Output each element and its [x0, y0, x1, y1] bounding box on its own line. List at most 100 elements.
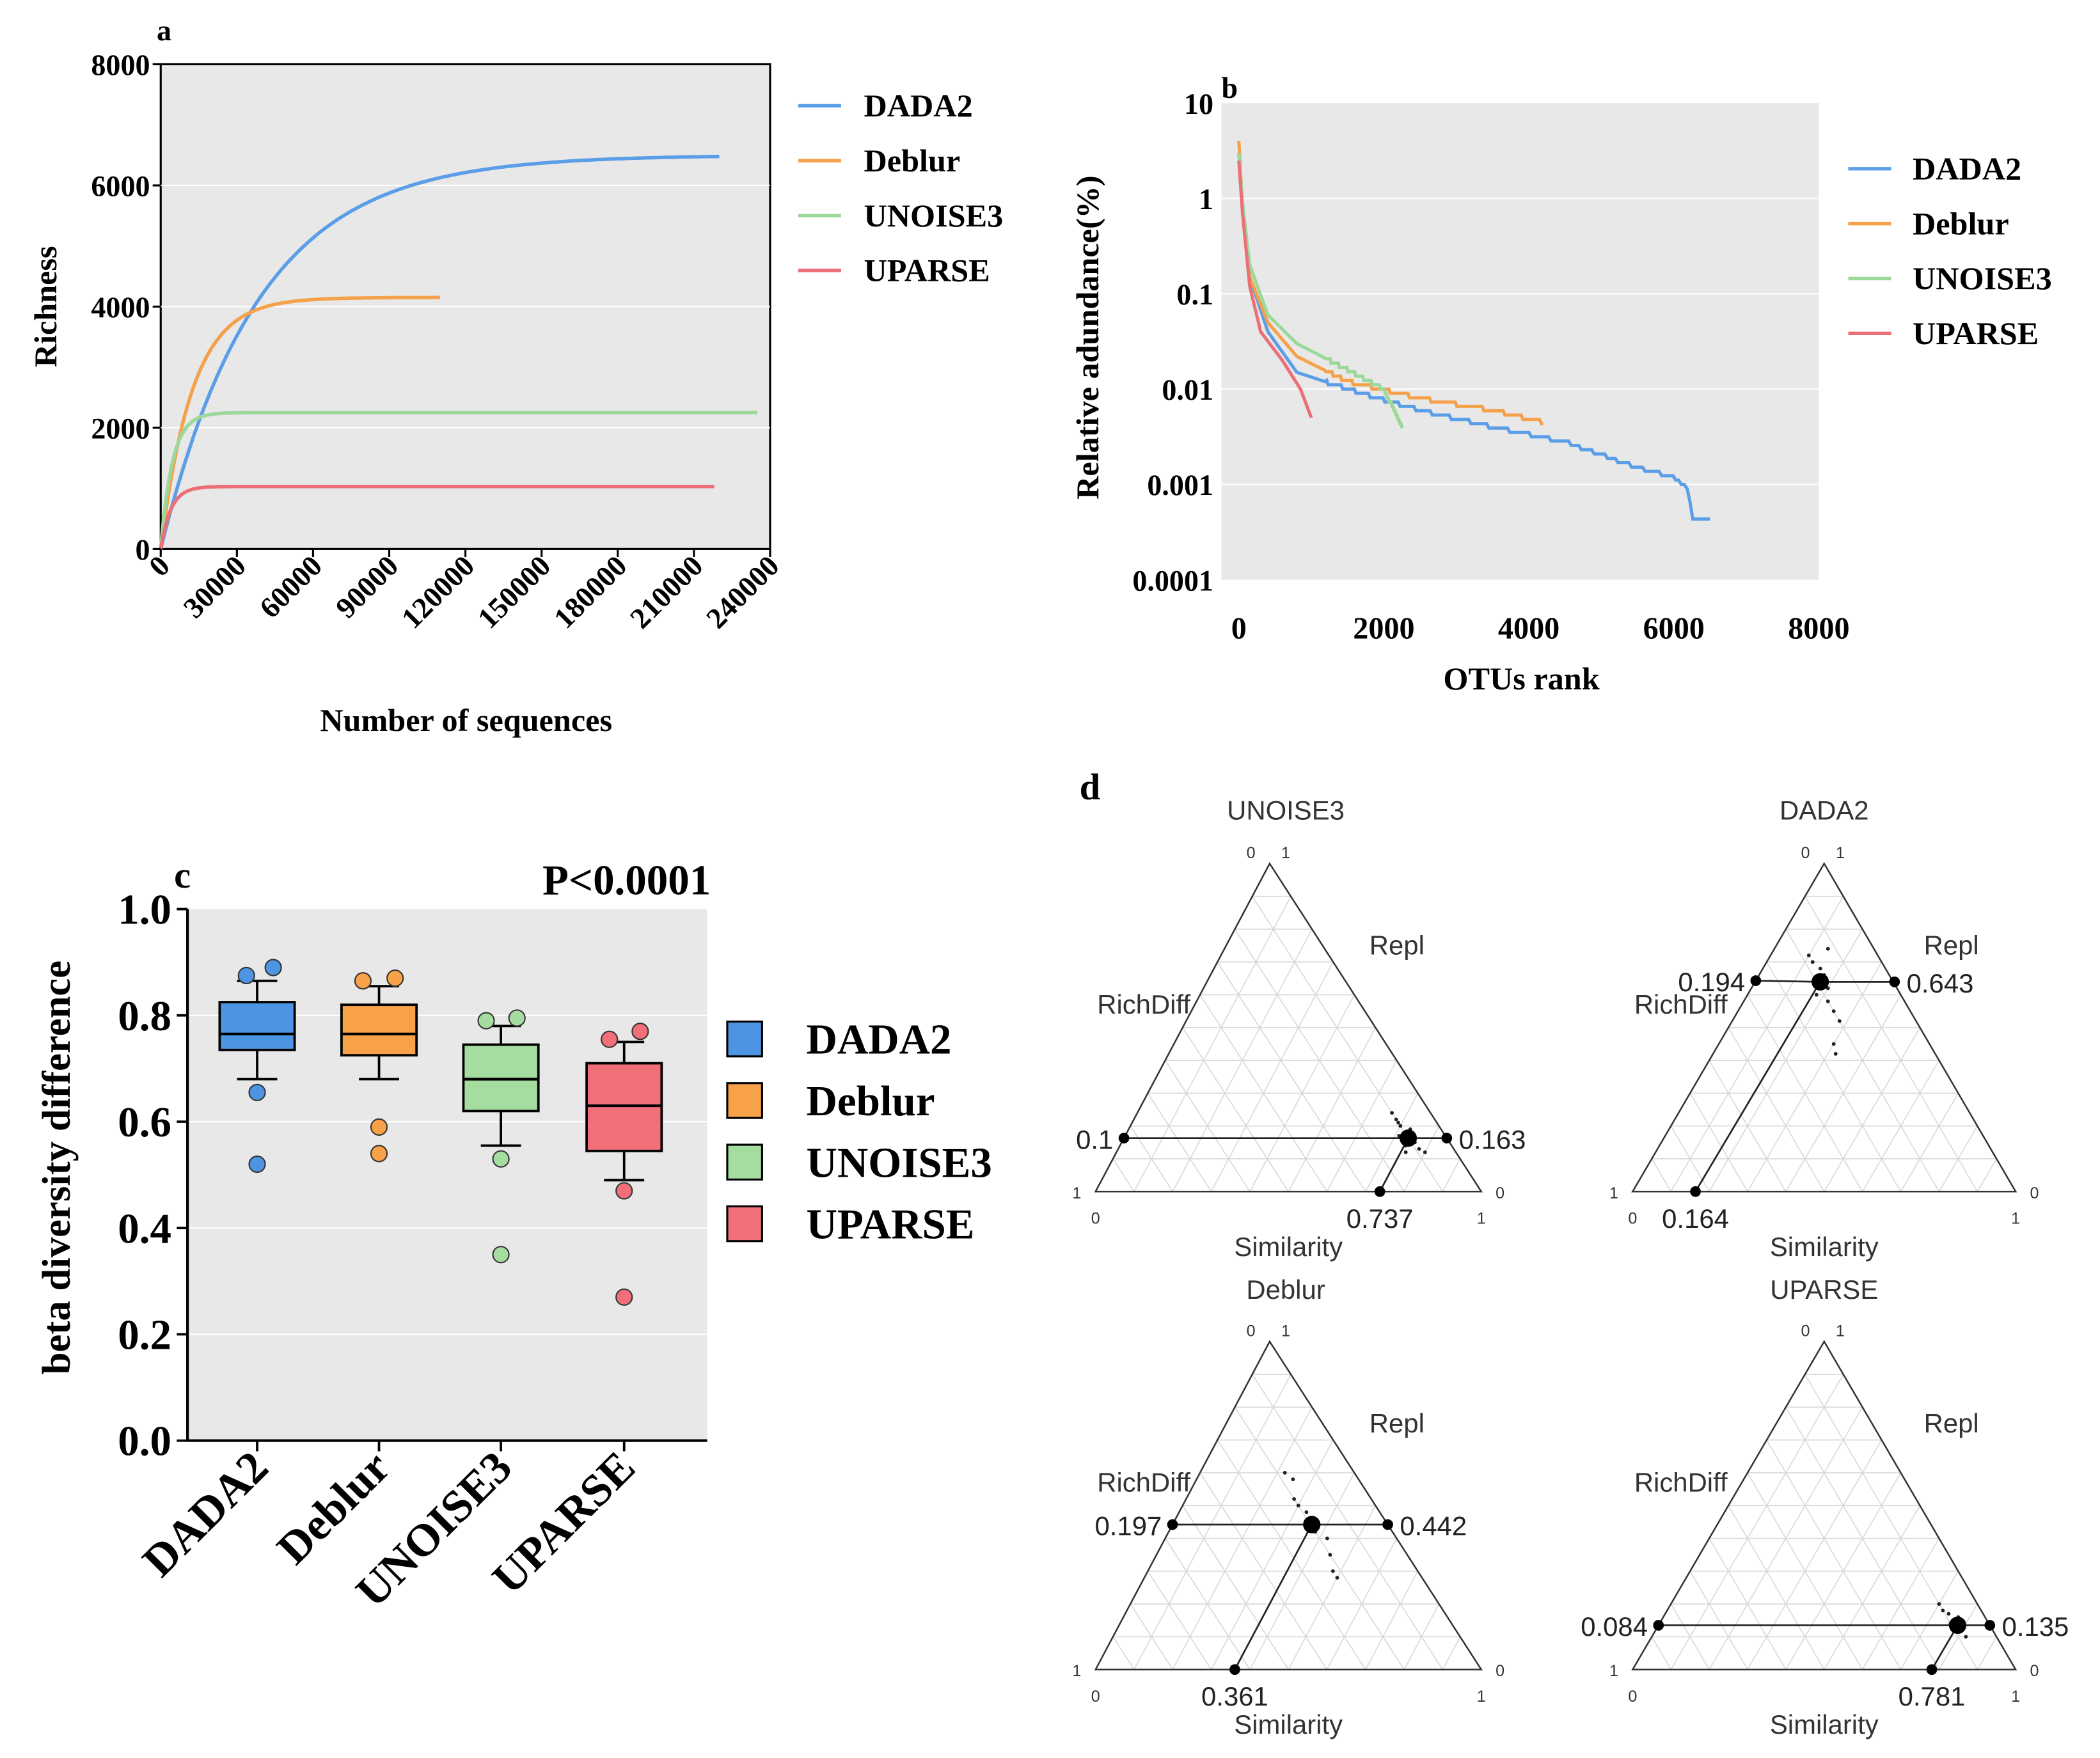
panel-c-legend-swatch-uparse [726, 1205, 763, 1243]
panel-b-x-tick-label: 8000 [1788, 612, 1849, 646]
ternary-site-point [1330, 1569, 1335, 1573]
ternary-corner-label: 0 [1801, 844, 1810, 862]
ternary-corner-label: 1 [1281, 1322, 1290, 1340]
panel-c-legend-label-uparse: UPARSE [806, 1201, 974, 1248]
panel-b-x-tick-label: 0 [1231, 612, 1247, 646]
ternary-value-repl: 0.163 [1459, 1124, 1526, 1154]
panel-a-y-ticks: 0 2000 4000 6000 8000 [91, 49, 161, 566]
ternary-site-point [1831, 1009, 1836, 1014]
panel-a-line-deblur [159, 295, 440, 549]
ternary-site-point [1826, 999, 1830, 1003]
panel-c-outlier [492, 1150, 510, 1168]
panel-b-y-tick-label: 0.01 [1162, 373, 1213, 406]
panel-c-outlier [492, 1246, 510, 1264]
ternary-grid [1112, 895, 1461, 1192]
panel-a-x-tick-label: 180000 [548, 549, 633, 635]
ternary-repl-marker [1382, 1519, 1393, 1530]
panel-a-x-tick-label: 30000 [177, 549, 252, 624]
panel-c-outlier [508, 1009, 526, 1027]
ternary-corner-label: 1 [1072, 1662, 1081, 1680]
panel-c-outlier [615, 1288, 633, 1306]
panel-c-legend-swatch-dada2 [726, 1020, 763, 1058]
ternary-grid [1112, 1374, 1461, 1670]
ternary-repl-marker [1441, 1133, 1453, 1144]
ternary-proj-richdiff [1755, 980, 1820, 983]
ternary-richdiff-marker [1118, 1133, 1130, 1144]
ternary-proj-similarity [1694, 981, 1821, 1192]
panel-c-box-body [218, 1001, 296, 1051]
panel-c-outlier [370, 1118, 388, 1136]
ternary-site-point [1304, 1510, 1309, 1514]
ternary-proj-similarity [1234, 1524, 1313, 1670]
panel-c-plot-area [187, 909, 707, 1441]
panel-c-legend-swatch-deblur [726, 1082, 763, 1119]
ternary-triangle [1631, 1340, 2017, 1670]
panel-c-outlier [477, 1012, 495, 1030]
panel-b-y-ticks: 0.0001 0.001 0.01 0.1 1 10 [1132, 88, 1213, 597]
panel-c-outlier [631, 1023, 649, 1040]
ternary-axis-repl: Repl [1370, 1408, 1425, 1438]
ternary-axis-similarity: Similarity [1770, 1709, 1879, 1739]
panel-c: c P<0.0001 0.0 0.2 0.4 0.6 0.8 1.0 DADA2 Deblu… [34, 854, 992, 1617]
panel-c-annotation: P<0.0001 [542, 857, 711, 904]
panel-a-legend: DADA2 Deblur UNOISE3 UPARSE [798, 88, 1003, 288]
panel-c-y-tick-label: 0.8 [118, 993, 171, 1040]
ternary-site-point [1283, 1471, 1287, 1475]
ternary-axis-richdiff: RichDiff [1097, 1467, 1190, 1497]
panel-c-box-dada2 [218, 959, 296, 1173]
ternary-axis-repl: Repl [1924, 930, 1979, 961]
ternary-site-point [1837, 1019, 1842, 1023]
panel-c-outlier [370, 1145, 388, 1163]
ternary-corner-label: 1 [1836, 844, 1845, 862]
panel-b-legend: DADA2 Deblur UNOISE3 UPARSE [1848, 151, 2052, 351]
ternary-value-richdiff: 0.1 [1076, 1124, 1113, 1154]
panel-c-outlier [237, 966, 255, 985]
ternary-value-similarity: 0.361 [1201, 1681, 1268, 1711]
ternary-corner-label: 1 [2011, 1210, 2020, 1228]
panel-b-legend-label-uparse: UPARSE [1913, 315, 2039, 351]
panel-c-y-tick-label: 0.4 [118, 1205, 171, 1252]
panel-c-outlier [264, 959, 282, 977]
panel-b-y-tick-label: 0.001 [1147, 469, 1213, 501]
ternary-similarity-marker [1374, 1186, 1386, 1197]
panel-c-outlier [248, 1155, 266, 1173]
panel-b: b 0 2000 4000 6000 8000 0.0001 0.001 0.01 0.1 1 1… [1070, 72, 2052, 696]
ternary-triangle [1094, 861, 1483, 1193]
panel-b-legend-label-unoise3: UNOISE3 [1913, 260, 2052, 296]
panel-b-legend-label-dada2: DADA2 [1913, 151, 2021, 187]
panel-b-line-uparse [1237, 161, 1313, 419]
ternary-site-point [1946, 1612, 1951, 1616]
ternary-corner-label: 1 [1836, 1322, 1845, 1340]
ternary-corner-label: 0 [1801, 1322, 1810, 1340]
ternary-site-point [1941, 1608, 1945, 1613]
ternary-site-point [1818, 966, 1822, 971]
panel-a-y-tick-label: 4000 [91, 291, 150, 324]
ternary-corner-label: 0 [1247, 844, 1256, 862]
ternary-value-repl: 0.442 [1400, 1511, 1467, 1541]
ternary-corner-label: 0 [1091, 1688, 1100, 1706]
ternary-site-point [1325, 1536, 1329, 1541]
ternary-title: Deblur [1246, 1275, 1325, 1305]
panel-b-x-tick-label: 2000 [1353, 612, 1414, 646]
ternary-title: UNOISE3 [1227, 795, 1345, 825]
panel-a-y-label: Richness [28, 246, 63, 368]
panel-c-legend-label-dada2: DADA2 [806, 1016, 951, 1063]
ternary-corner-label: 0 [1628, 1688, 1637, 1706]
ternary-mean-point [1303, 1516, 1321, 1534]
panel-c-legend-swatch-unoise3 [726, 1143, 763, 1181]
ternary-axis-repl: Repl [1370, 930, 1425, 961]
ternary-triangle [1631, 861, 2017, 1193]
panel-a-x-tick-label: 120000 [395, 549, 481, 635]
ternary-value-richdiff: 0.197 [1095, 1511, 1162, 1541]
panel-a: a 0 30000 60000 900001200001500001800002100… [28, 14, 1003, 738]
panel-c-outlier [615, 1182, 633, 1200]
ternary-site-point [1831, 1042, 1836, 1046]
ternary-corner-label: 0 [1091, 1210, 1100, 1228]
ternary-corner-label: 0 [2030, 1662, 2039, 1680]
